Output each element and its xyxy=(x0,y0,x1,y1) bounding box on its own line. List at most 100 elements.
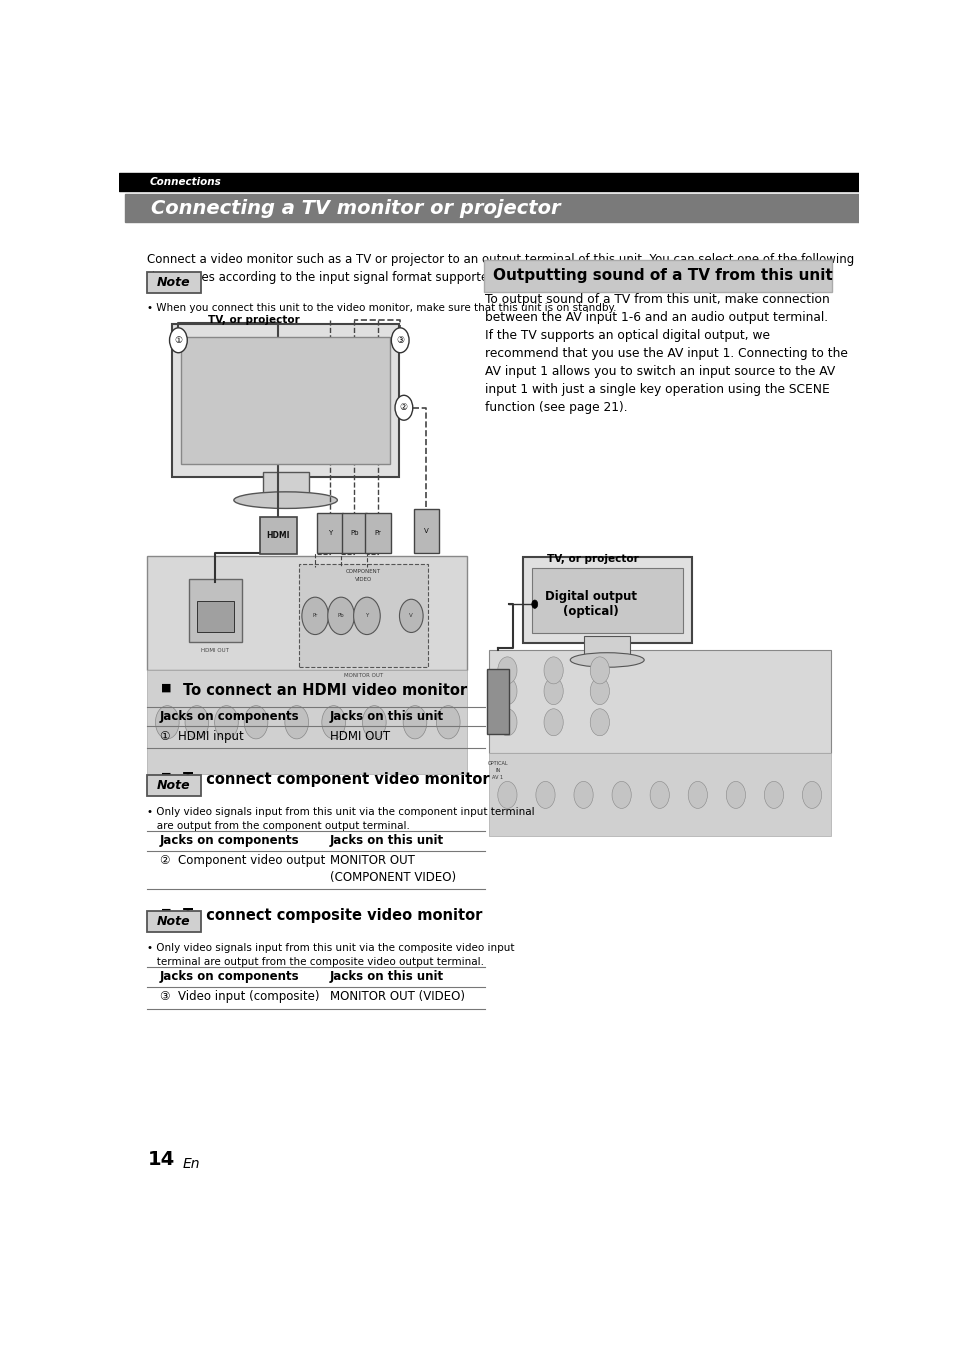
Text: To connect component video monitor: To connect component video monitor xyxy=(183,772,489,787)
Text: HDMI OUT: HDMI OUT xyxy=(330,729,390,743)
Text: Note: Note xyxy=(157,275,191,288)
Circle shape xyxy=(155,705,179,739)
Circle shape xyxy=(391,328,409,353)
FancyBboxPatch shape xyxy=(341,512,367,553)
Text: To output sound of a TV from this unit, make connection
between the AV input 1-6: To output sound of a TV from this unit, … xyxy=(485,293,847,414)
FancyBboxPatch shape xyxy=(196,601,234,632)
Circle shape xyxy=(543,678,562,705)
Text: Outputting sound of a TV from this unit: Outputting sound of a TV from this unit xyxy=(492,268,832,283)
Circle shape xyxy=(244,705,268,739)
FancyBboxPatch shape xyxy=(259,516,296,554)
Text: ③  Video input (composite): ③ Video input (composite) xyxy=(160,989,319,1003)
Text: MONITOR OUT (VIDEO): MONITOR OUT (VIDEO) xyxy=(330,989,464,1003)
FancyBboxPatch shape xyxy=(298,565,427,667)
Text: Digital output
(optical): Digital output (optical) xyxy=(544,590,637,619)
Circle shape xyxy=(436,705,459,739)
Circle shape xyxy=(497,782,517,809)
FancyBboxPatch shape xyxy=(172,324,399,477)
Circle shape xyxy=(649,782,669,809)
Text: ■: ■ xyxy=(160,683,171,693)
Text: V: V xyxy=(409,613,413,619)
Ellipse shape xyxy=(570,652,643,667)
FancyBboxPatch shape xyxy=(365,512,390,553)
FancyBboxPatch shape xyxy=(413,510,438,553)
Text: MONITOR OUT: MONITOR OUT xyxy=(343,674,382,678)
Text: ③: ③ xyxy=(395,336,404,345)
Text: Jacks on this unit: Jacks on this unit xyxy=(330,834,444,848)
Text: TV, or projector: TV, or projector xyxy=(546,554,638,563)
Circle shape xyxy=(612,782,631,809)
Circle shape xyxy=(285,705,308,739)
Text: • When you connect this unit to the video monitor, make sure that this unit is o: • When you connect this unit to the vide… xyxy=(147,303,617,313)
Text: VIDEO: VIDEO xyxy=(355,577,372,582)
Circle shape xyxy=(354,597,380,635)
Circle shape xyxy=(321,705,345,739)
Circle shape xyxy=(395,395,413,421)
FancyBboxPatch shape xyxy=(147,272,201,293)
Circle shape xyxy=(328,597,354,635)
Text: ②: ② xyxy=(399,403,408,412)
Text: ①  HDMI input: ① HDMI input xyxy=(160,729,243,743)
Circle shape xyxy=(543,656,562,683)
Ellipse shape xyxy=(233,492,337,508)
Text: MONITOR OUT
(COMPONENT VIDEO): MONITOR OUT (COMPONENT VIDEO) xyxy=(330,855,456,884)
Text: Jacks on this unit: Jacks on this unit xyxy=(330,971,444,983)
Circle shape xyxy=(301,597,328,635)
Text: En: En xyxy=(183,1157,200,1170)
Text: 14: 14 xyxy=(147,1150,174,1169)
Text: Y: Y xyxy=(365,613,368,619)
Text: OPTICAL: OPTICAL xyxy=(487,760,508,766)
Text: TV, or projector: TV, or projector xyxy=(208,315,299,325)
Bar xyxy=(147,557,466,670)
Text: Note: Note xyxy=(157,915,191,927)
Circle shape xyxy=(170,328,187,353)
Circle shape xyxy=(590,709,609,736)
Text: COMPONENT: COMPONENT xyxy=(345,569,380,574)
Circle shape xyxy=(497,656,517,683)
Bar xyxy=(488,754,830,836)
Text: V: V xyxy=(423,528,428,534)
Circle shape xyxy=(574,782,593,809)
FancyBboxPatch shape xyxy=(483,260,831,291)
Circle shape xyxy=(497,709,517,736)
Bar xyxy=(488,650,830,754)
Bar xyxy=(119,173,858,191)
Circle shape xyxy=(590,678,609,705)
FancyBboxPatch shape xyxy=(147,775,201,795)
Circle shape xyxy=(725,782,744,809)
Circle shape xyxy=(590,656,609,683)
Text: ②  Component video output: ② Component video output xyxy=(160,855,325,867)
Circle shape xyxy=(763,782,782,809)
Circle shape xyxy=(399,600,423,632)
Circle shape xyxy=(543,709,562,736)
Text: Jacks on components: Jacks on components xyxy=(160,834,299,848)
FancyBboxPatch shape xyxy=(147,911,201,931)
Circle shape xyxy=(536,782,555,809)
FancyBboxPatch shape xyxy=(262,472,308,493)
Circle shape xyxy=(531,600,537,608)
Text: ■: ■ xyxy=(160,772,171,782)
Text: Connecting a TV monitor or projector: Connecting a TV monitor or projector xyxy=(151,200,560,218)
Circle shape xyxy=(687,782,707,809)
Text: HDMI: HDMI xyxy=(266,531,290,541)
FancyBboxPatch shape xyxy=(531,568,682,634)
Text: ■: ■ xyxy=(160,909,171,918)
Text: Pb: Pb xyxy=(337,613,344,619)
Circle shape xyxy=(214,705,238,739)
Text: HDMI OUT: HDMI OUT xyxy=(201,647,229,652)
FancyBboxPatch shape xyxy=(317,512,342,553)
Text: Note: Note xyxy=(157,779,191,793)
Circle shape xyxy=(497,678,517,705)
Text: Pb: Pb xyxy=(350,530,358,537)
Bar xyxy=(147,670,466,774)
Text: Y: Y xyxy=(328,530,332,537)
Text: Jacks on this unit: Jacks on this unit xyxy=(330,710,444,723)
Circle shape xyxy=(403,705,426,739)
Text: Jacks on components: Jacks on components xyxy=(160,971,299,983)
Text: Jacks on components: Jacks on components xyxy=(160,710,299,723)
Text: IN: IN xyxy=(495,768,500,772)
Circle shape xyxy=(362,705,386,739)
Circle shape xyxy=(185,705,209,739)
Circle shape xyxy=(801,782,821,809)
Text: • Only video signals input from this unit via the composite video input
   termi: • Only video signals input from this uni… xyxy=(147,944,515,967)
